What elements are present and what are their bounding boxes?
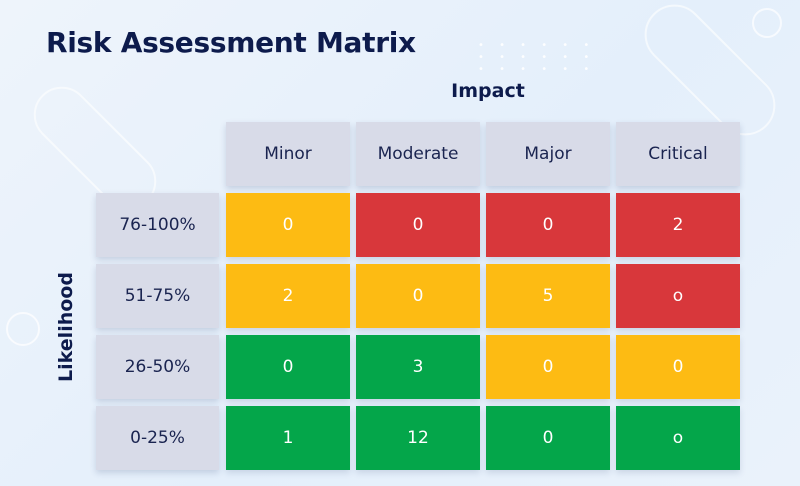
background-ring-decoration	[6, 312, 40, 346]
matrix-cell: 0	[226, 335, 350, 399]
matrix-cell: 1	[226, 406, 350, 470]
matrix-cell: 5	[486, 264, 610, 328]
matrix-cell: 0	[356, 193, 480, 257]
matrix-cell: 0	[616, 335, 740, 399]
matrix-cell: 0	[486, 406, 610, 470]
matrix-cell: 0	[486, 193, 610, 257]
likelihood-row-26-50: 26-50%	[96, 335, 219, 399]
matrix-cell: o	[616, 264, 740, 328]
impact-axis-label: Impact	[451, 80, 525, 102]
impact-header-major: Major	[486, 122, 610, 186]
impact-header-critical: Critical	[616, 122, 740, 186]
matrix-cell: 2	[226, 264, 350, 328]
impact-header-moderate: Moderate	[356, 122, 480, 186]
matrix-cell: 2	[616, 193, 740, 257]
matrix-cell: o	[616, 406, 740, 470]
matrix-cell: 3	[356, 335, 480, 399]
page-title: Risk Assessment Matrix	[46, 26, 416, 59]
matrix-cell: 0	[486, 335, 610, 399]
likelihood-row-0-25: 0-25%	[96, 406, 219, 470]
impact-header-minor: Minor	[226, 122, 350, 186]
likelihood-row-76-100: 76-100%	[96, 193, 219, 257]
matrix-cell: 0	[356, 264, 480, 328]
likelihood-axis-label: Likelihood	[55, 272, 77, 382]
background-dots-decoration: • • • • • • • • • • • • • • • • • •	[478, 40, 596, 75]
background-ring-decoration	[752, 8, 782, 38]
matrix-cell: 0	[226, 193, 350, 257]
likelihood-row-51-75: 51-75%	[96, 264, 219, 328]
matrix-cell: 12	[356, 406, 480, 470]
